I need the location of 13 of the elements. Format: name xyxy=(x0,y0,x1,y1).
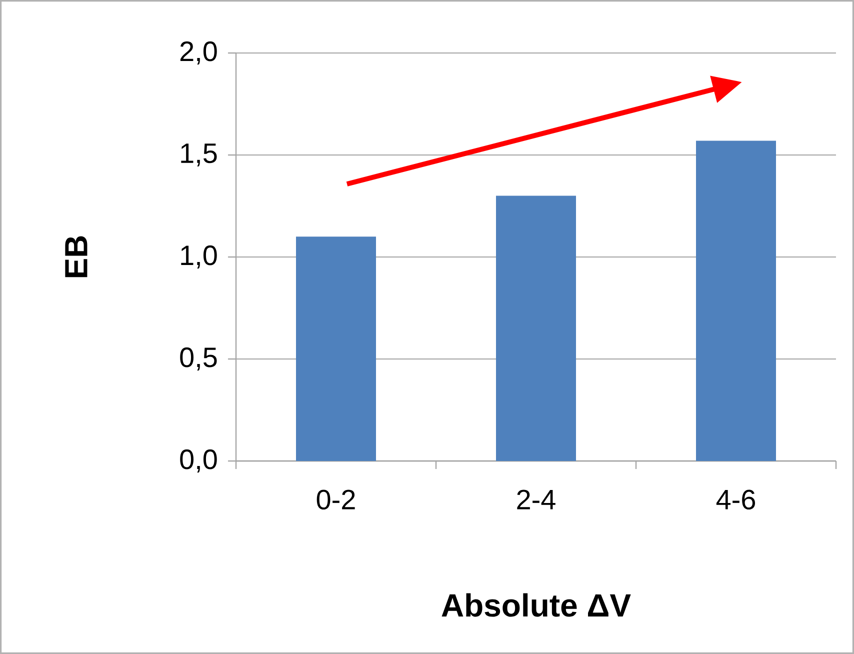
y-tick-label: 1,0 xyxy=(181,245,217,269)
y-tick-label: 1,5 xyxy=(181,144,217,166)
y-tick-label: 0,5 xyxy=(180,347,217,371)
y-tick-label: 0,0 xyxy=(180,449,217,473)
bar xyxy=(296,236,376,461)
x-tick-label: 4-6 xyxy=(716,490,756,510)
bar xyxy=(696,140,776,461)
x-tick-label: 0-2 xyxy=(316,490,355,510)
bar xyxy=(496,196,576,461)
x-tick-label: 2-4 xyxy=(517,490,556,510)
y-tick-label: 2,0 xyxy=(180,41,217,65)
x-axis-title: Absolute ΔV xyxy=(442,593,631,617)
y-axis-title: EB xyxy=(65,236,88,278)
